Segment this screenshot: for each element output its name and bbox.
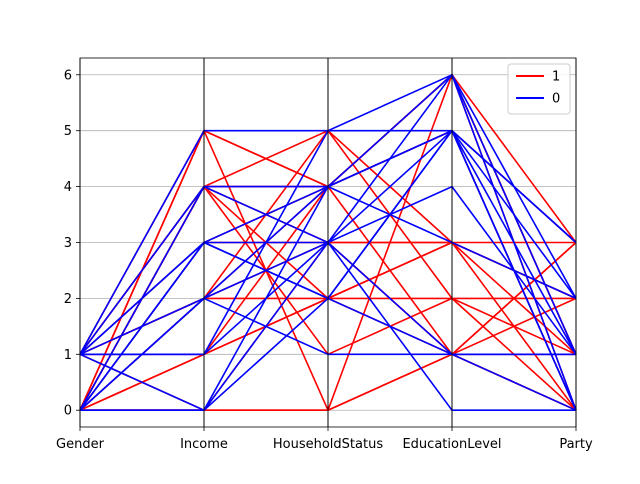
y-tick-label: 0	[64, 404, 72, 419]
y-tick-label: 2	[64, 292, 72, 307]
legend-label: 0	[552, 92, 560, 107]
y-tick-label: 1	[64, 348, 72, 363]
y-tick-label: 4	[64, 180, 72, 195]
y-tick-labels: 0 1 2 3 4 5 6	[64, 68, 80, 419]
axis-label: Income	[180, 437, 228, 452]
y-tick-label: 6	[64, 68, 72, 83]
legend: 10	[507, 63, 571, 115]
axis-label: Gender	[56, 437, 105, 452]
axis-labels: Gender Income HouseholdStatus EducationLeve…	[56, 427, 593, 452]
y-tick-label: 5	[64, 124, 72, 139]
axis-label: Party	[559, 437, 593, 452]
legend-label: 1	[552, 70, 560, 85]
y-tick-label: 3	[64, 236, 72, 251]
axis-label: EducationLevel	[402, 437, 501, 452]
legend-box	[507, 63, 571, 115]
axis-label: HouseholdStatus	[273, 437, 383, 452]
